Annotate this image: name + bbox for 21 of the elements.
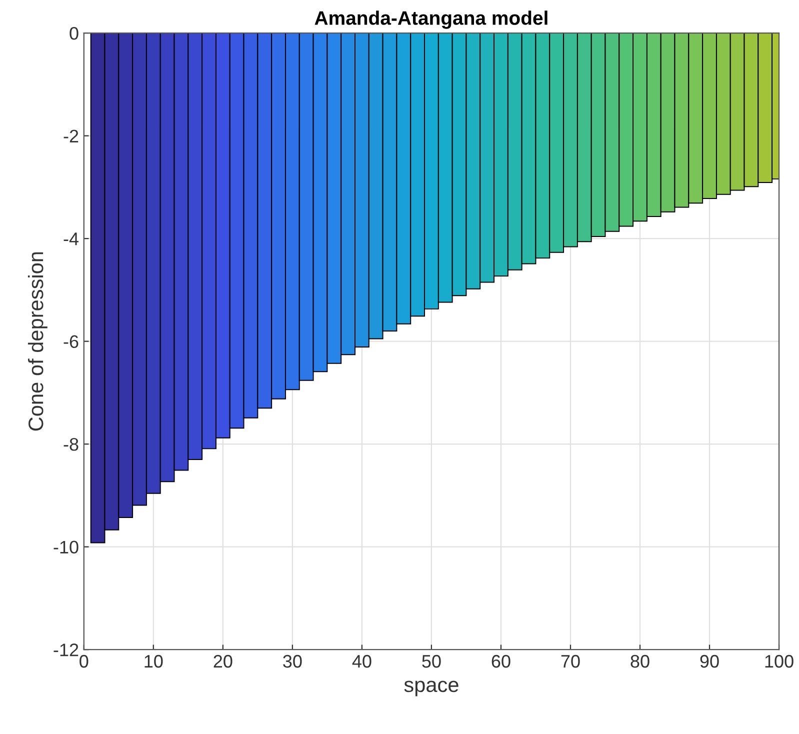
x-tick-label: 10 — [144, 654, 163, 668]
x-tick-label: 50 — [422, 654, 441, 668]
x-tick-label: 100 — [765, 654, 794, 668]
x-tick-label: 90 — [700, 654, 719, 668]
x-tick-label: 30 — [283, 654, 302, 668]
y-tick-label: -4 — [64, 232, 79, 246]
x-tick-label: 70 — [561, 654, 580, 668]
y-tick-label: -6 — [64, 335, 78, 348]
chart-title: Amanda-Atangana model — [314, 10, 548, 29]
x-tick-label: 80 — [630, 654, 650, 668]
x-tick-label: 0 — [80, 654, 88, 668]
x-tick-label: 40 — [352, 654, 372, 668]
y-tick-label: 0 — [70, 26, 78, 40]
x-tick-label: 60 — [492, 654, 510, 668]
x-axis-title: space — [404, 680, 458, 696]
y-tick-label: -8 — [64, 438, 78, 451]
y-tick-label: -10 — [54, 540, 78, 554]
y-axis-title: Cone of depression — [28, 252, 48, 431]
y-tick-label: -2 — [64, 130, 78, 142]
y-tick-label: -12 — [54, 644, 78, 656]
x-tick-label: 20 — [214, 654, 232, 668]
